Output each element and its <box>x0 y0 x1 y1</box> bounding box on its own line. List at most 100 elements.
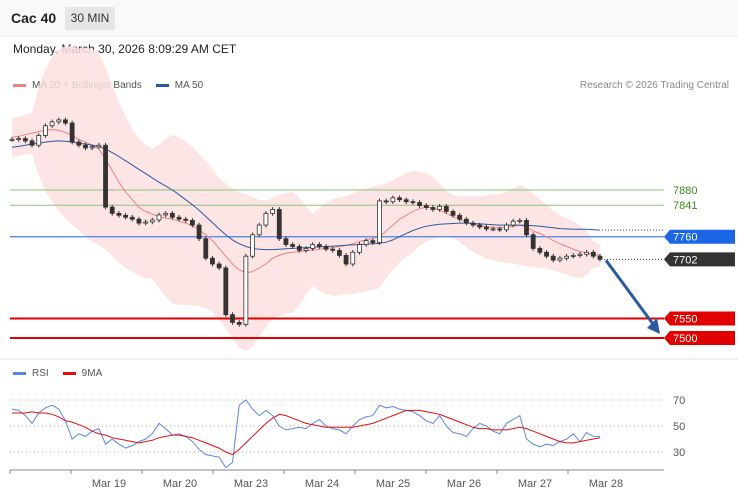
candle-body <box>484 226 489 230</box>
top-bar: Cac 40 30 MIN <box>0 0 738 37</box>
credit-text: Research © 2026 Trading Central <box>579 80 729 91</box>
price-levels <box>10 189 664 339</box>
bollinger-band-area <box>12 45 600 351</box>
forecast-arrow-head <box>647 318 660 335</box>
level-label-7702: 7702 <box>673 254 697 266</box>
level-label-7550: 7550 <box>673 314 697 326</box>
candle-body <box>163 212 169 216</box>
candle-body <box>96 144 102 148</box>
interval-button[interactable]: 30 MIN <box>65 7 115 30</box>
candle-body <box>530 234 536 249</box>
candle-body <box>477 224 483 228</box>
candle-body <box>497 228 503 231</box>
candle-body <box>69 122 75 143</box>
candle-body <box>196 224 202 240</box>
candle-body <box>390 197 396 203</box>
candle-body <box>397 197 402 201</box>
candle-body <box>597 255 603 260</box>
candle-body <box>443 205 449 212</box>
level-tag-7702 <box>664 252 735 267</box>
candle-body <box>123 214 128 218</box>
candle-body <box>343 255 349 265</box>
legend-rsi-ma: 9MA <box>62 368 102 379</box>
level-tag-7500 <box>664 331 735 345</box>
candle-body <box>524 219 529 236</box>
candle-body <box>410 201 416 204</box>
candle-body <box>49 121 55 127</box>
x-tick-label: Mar 27 <box>518 478 552 490</box>
candle-body <box>83 144 88 149</box>
x-tick-label: Mar 25 <box>376 478 410 490</box>
candle-body <box>337 249 342 256</box>
candle-body <box>570 255 576 257</box>
candle-body <box>383 200 389 203</box>
bollinger-band <box>12 45 600 351</box>
candle-body <box>517 219 523 222</box>
candle-body <box>564 255 569 259</box>
candle-body <box>16 138 22 140</box>
rsi-tick-30: 30 <box>673 447 685 459</box>
candle-body <box>377 200 382 243</box>
candle-body <box>537 248 543 253</box>
candlesticks <box>9 117 603 327</box>
candle-body <box>557 257 563 261</box>
x-tick-label: Mar 28 <box>589 478 623 490</box>
candle-body <box>56 119 62 123</box>
candle-body <box>136 218 142 224</box>
x-tick-label: Mar 23 <box>234 478 268 490</box>
candle-body <box>290 244 296 247</box>
candle-body <box>323 246 329 250</box>
legend-ma50-label: MA 50 <box>174 80 204 91</box>
x-tick-label: Mar 24 <box>305 478 339 490</box>
candle-body <box>223 267 229 316</box>
candle-body <box>270 209 275 214</box>
candle-body <box>103 144 108 208</box>
candle-body <box>129 216 135 220</box>
candle-body <box>156 214 162 221</box>
candle-body <box>316 244 322 247</box>
candle-body <box>584 251 590 255</box>
candle-body <box>236 322 242 325</box>
candle-body <box>550 255 556 261</box>
candle-body <box>370 240 376 243</box>
candle-body <box>230 314 235 323</box>
level-tag-7550 <box>664 311 735 326</box>
candle-body <box>417 202 422 206</box>
candle-body <box>330 248 336 251</box>
legend-rsi-label: RSI <box>32 368 49 379</box>
candle-body <box>423 205 429 208</box>
candle-body <box>143 221 149 224</box>
candle-body <box>243 255 249 325</box>
candle-body <box>357 244 362 253</box>
forecast-arrow-shaft <box>604 259 658 329</box>
candle-body <box>450 211 456 216</box>
x-axis: Mar 19 Mar 20 Mar 23 Mar 24 Mar 25 Mar 26 Mar … <box>9 469 664 490</box>
candle-body <box>203 238 209 259</box>
forecast-arrow <box>604 259 660 335</box>
x-tick-label: Mar 20 <box>163 478 197 490</box>
candle-body <box>22 138 28 142</box>
candle-body <box>263 212 269 226</box>
rsi-legend: RSI 9MA <box>13 368 102 379</box>
candle-body <box>470 222 476 226</box>
candle-body <box>149 219 155 223</box>
candle-body <box>36 135 42 146</box>
level-tag-7760 <box>664 229 735 244</box>
candle-body <box>457 214 463 220</box>
candle-body <box>29 140 35 146</box>
candle-body <box>9 138 15 141</box>
candle-body <box>490 228 496 231</box>
level-label-7841: 7841 <box>673 200 697 212</box>
candle-body <box>169 212 175 218</box>
level-label-7760: 7760 <box>673 232 697 244</box>
candle-body <box>276 209 282 240</box>
candle-body <box>256 224 262 236</box>
candle-body <box>403 199 409 203</box>
level-label-7880: 7880 <box>673 185 697 197</box>
rsi-tick-70: 70 <box>673 395 685 407</box>
candle-body <box>510 220 516 226</box>
candle-body <box>303 248 309 251</box>
candle-body <box>437 205 443 210</box>
symbol-title: Cac 40 <box>11 10 57 26</box>
